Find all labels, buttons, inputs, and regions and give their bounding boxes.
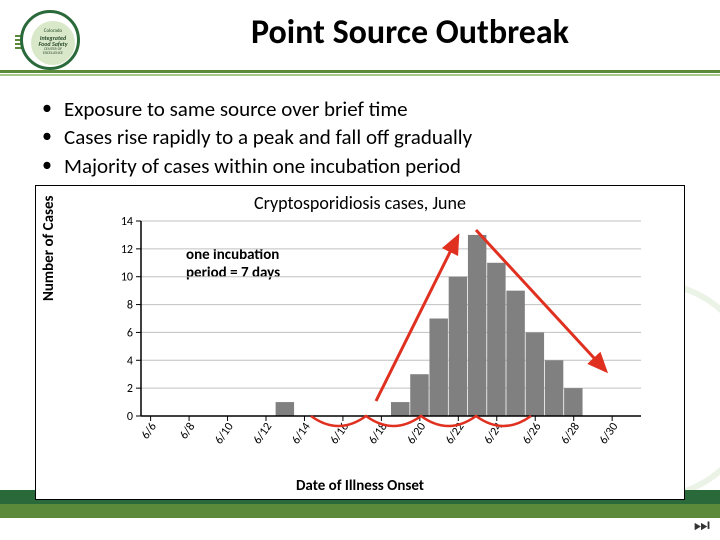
svg-text:6/6: 6/6 bbox=[139, 420, 160, 442]
svg-text:14: 14 bbox=[121, 216, 133, 229]
bullet-item: Exposure to same source over brief time bbox=[38, 95, 688, 123]
bullet-list: Exposure to same source over brief time … bbox=[38, 95, 688, 180]
logo: Colorado Integrated Food Safety CENTER O… bbox=[20, 10, 105, 70]
svg-text:6/10: 6/10 bbox=[212, 420, 237, 447]
chart-svg: 024681012146/66/86/106/126/146/166/186/2… bbox=[96, 216, 666, 496]
svg-text:10: 10 bbox=[121, 271, 133, 285]
svg-text:6/30: 6/30 bbox=[597, 420, 622, 447]
header-band-light bbox=[0, 74, 720, 76]
slide-title: Point Source Outbreak bbox=[140, 12, 680, 53]
chart-title: Cryptosporidiosis cases, June bbox=[36, 192, 684, 214]
svg-text:0: 0 bbox=[127, 410, 133, 424]
bullet-item: Cases rise rapidly to a peak and fall of… bbox=[38, 123, 688, 151]
svg-text:6/28: 6/28 bbox=[558, 420, 583, 447]
svg-text:8: 8 bbox=[127, 299, 133, 313]
svg-text:6/26: 6/26 bbox=[520, 420, 545, 447]
svg-text:6: 6 bbox=[127, 326, 133, 340]
header-band bbox=[0, 70, 720, 73]
svg-text:6/12: 6/12 bbox=[251, 420, 276, 447]
bullet-item: Majority of cases within one incubation … bbox=[38, 152, 688, 180]
svg-text:6/14: 6/14 bbox=[289, 420, 314, 447]
svg-text:6/8: 6/8 bbox=[177, 420, 198, 442]
svg-text:2: 2 bbox=[127, 382, 133, 396]
svg-text:12: 12 bbox=[121, 243, 133, 257]
chart-frame: Cryptosporidiosis cases, June one incuba… bbox=[35, 185, 685, 500]
svg-text:4: 4 bbox=[127, 354, 133, 368]
next-slide-icon[interactable]: ⏭ bbox=[694, 514, 710, 536]
chart-ylabel: Number of Cases bbox=[40, 195, 58, 301]
